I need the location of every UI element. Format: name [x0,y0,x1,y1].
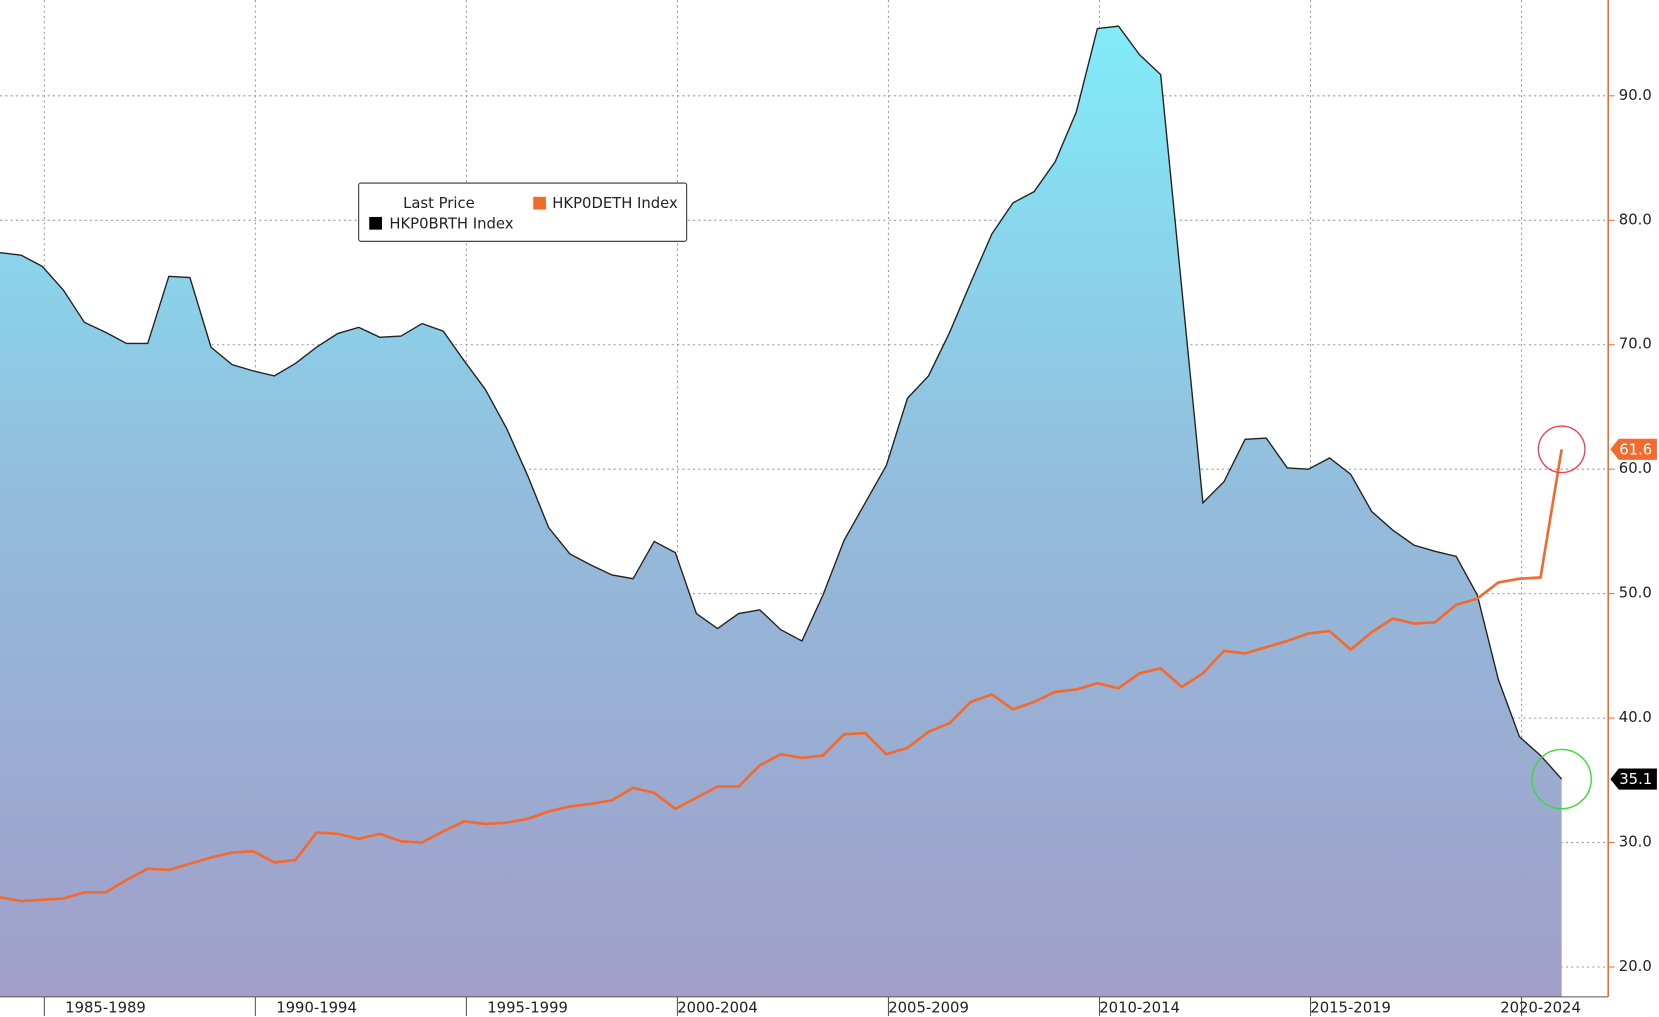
area [0,26,1562,997]
last-value-flag [1610,768,1657,790]
legend-swatch [369,216,382,230]
highlight-circle [1531,748,1592,810]
last-value-label: 61.6 [1619,441,1652,458]
y-tick-label: 50.0 [1619,585,1652,602]
y-tick-label: 80.0 [1619,211,1652,228]
highlight-circle [1537,425,1586,474]
plot [0,25,1563,997]
line [0,449,1563,903]
legend-label: HKP0BRTH Index [389,215,513,232]
y-tick-label: 20.0 [1619,958,1652,975]
x-tick-label: 1985-1989 [65,1000,146,1017]
y-tick-label: 90.0 [1619,87,1652,104]
y-tick-label: 60.0 [1619,460,1652,477]
x-tick-label: 2020-2024 [1500,1000,1581,1017]
legend-swatch [533,196,546,210]
x-tick-label: 1990-1994 [276,1000,357,1017]
legend-title: Last Price [403,195,475,212]
legend: Last Price HKP0BRTH Index HKP0DETH Index [358,182,688,242]
y-tick-label: 30.0 [1619,834,1652,851]
x-tick-label: 1995-1999 [487,1000,568,1017]
y-tick-label: 40.0 [1619,709,1652,726]
legend-label: HKP0DETH Index [552,195,678,212]
last-value-flag [1610,438,1657,460]
x-tick-label: 2015-2019 [1310,1000,1391,1017]
x-tick-label: 2000-2004 [677,1000,758,1017]
x-tick-label: 2010-2014 [1099,1000,1180,1017]
legend-box [358,182,688,242]
line [0,25,1563,780]
x-tick-label: 2005-2009 [888,1000,969,1017]
y-tick-label: 70.0 [1619,336,1652,353]
last-value-label: 35.1 [1619,771,1652,788]
